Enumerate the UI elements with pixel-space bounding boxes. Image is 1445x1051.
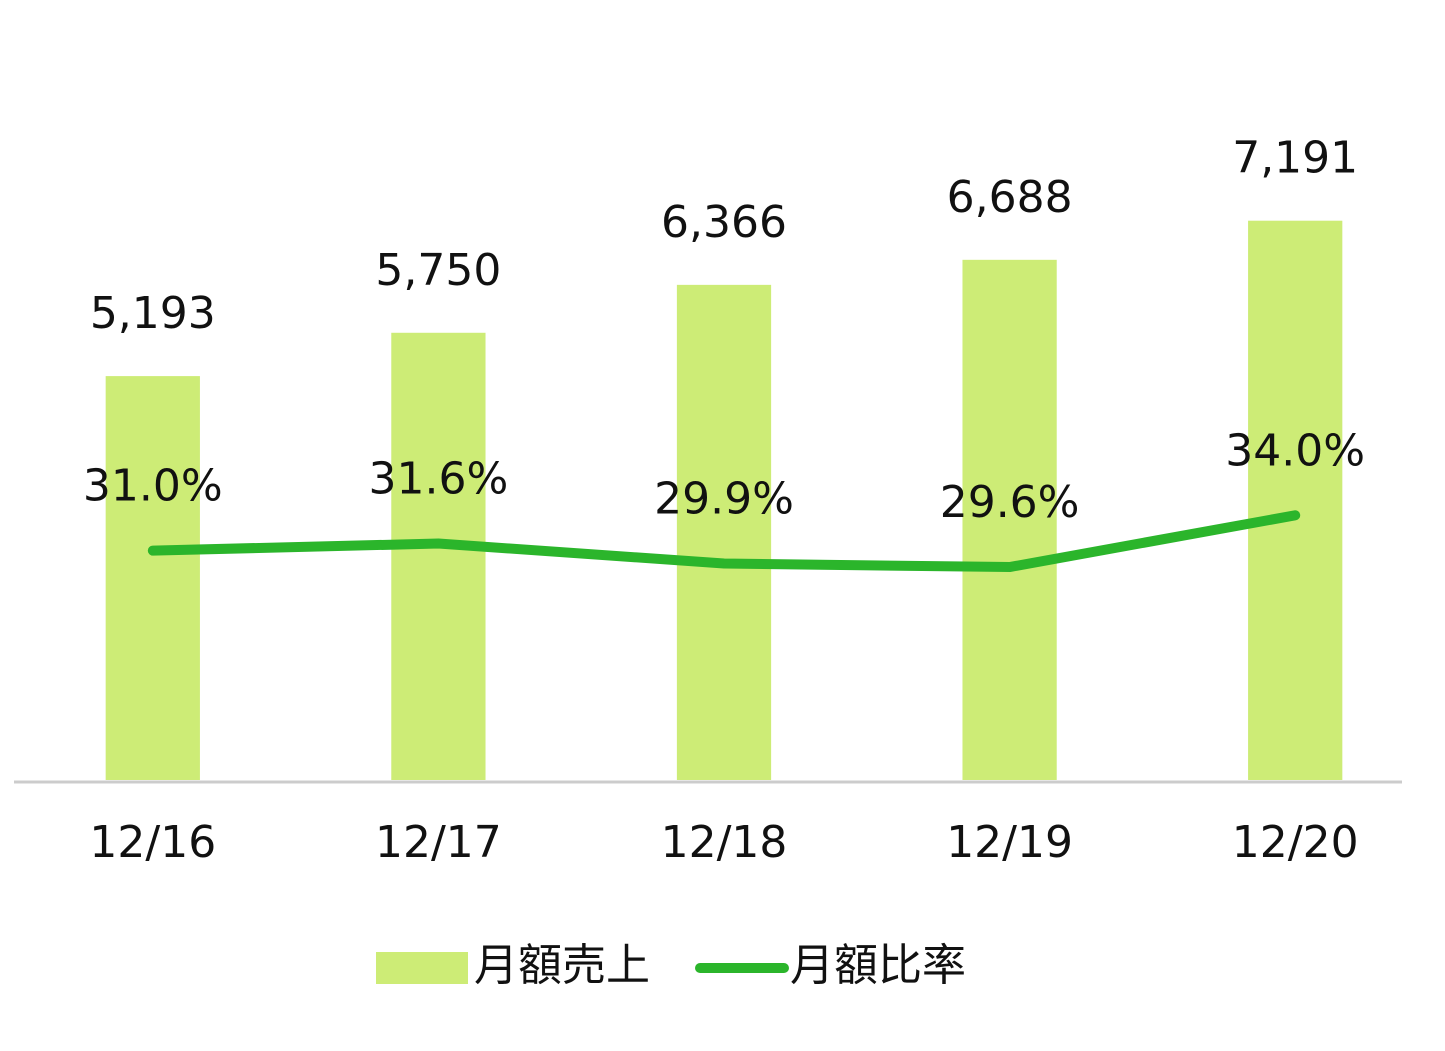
legend-label: 月額売上 bbox=[474, 940, 650, 991]
line-value-label: 34.0% bbox=[1225, 425, 1365, 476]
x-tick-label: 12/18 bbox=[661, 817, 788, 868]
bar-value-label: 5,750 bbox=[375, 245, 501, 296]
line-value-label: 29.9% bbox=[654, 474, 794, 525]
bar-value-label: 7,191 bbox=[1232, 133, 1358, 184]
line-value-label: 29.6% bbox=[940, 477, 1080, 528]
x-tick-label: 12/16 bbox=[89, 817, 216, 868]
line-value-label: 31.0% bbox=[83, 461, 223, 512]
bar bbox=[391, 332, 486, 780]
line bbox=[147, 510, 1301, 573]
bar bbox=[962, 259, 1057, 780]
x-tick-label: 12/17 bbox=[375, 817, 502, 868]
bar-value-label: 6,366 bbox=[661, 197, 787, 248]
bar bbox=[105, 376, 200, 780]
x-tick-label: 12/19 bbox=[946, 817, 1073, 868]
bar bbox=[1248, 220, 1343, 780]
bar-value-label: 6,688 bbox=[947, 172, 1073, 223]
line-value-label: 31.6% bbox=[369, 454, 509, 505]
legend-label: 月額比率 bbox=[790, 940, 966, 991]
bar-value-label: 5,193 bbox=[90, 288, 216, 339]
bar bbox=[676, 284, 772, 780]
x-tick-label: 12/20 bbox=[1232, 817, 1359, 868]
legend-swatch bbox=[376, 952, 468, 984]
